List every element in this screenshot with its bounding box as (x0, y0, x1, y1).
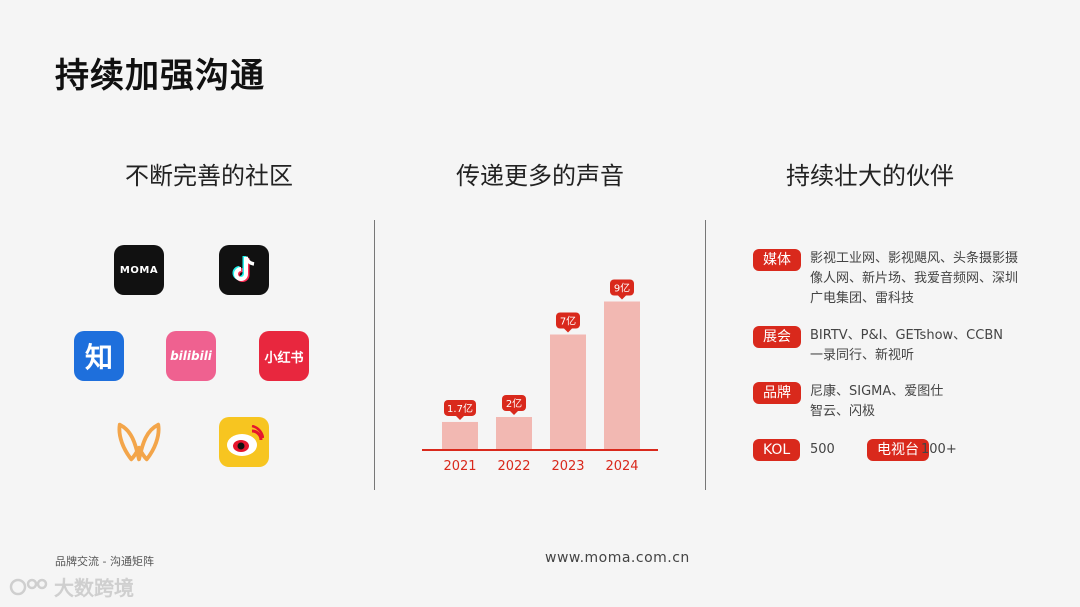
page-title: 持续加强沟通 (55, 56, 265, 96)
media-tag: 媒体 (753, 249, 801, 271)
footer-url: www.moma.com.cn (545, 550, 690, 566)
bilibili-app-icon: bilibili (166, 331, 216, 381)
partner-row-brand: 品牌 尼康、SIGMA、爱图仕智云、闪极 (753, 382, 1023, 426)
bar-2022 (496, 417, 532, 450)
chart-svg: 1.7亿 2021 2亿 2022 7亿 2023 9亿 2024 (422, 279, 658, 474)
brand-text: 尼康、SIGMA、爱图仕智云、闪极 (810, 384, 944, 419)
expo-text: BIRTV、P&I、GETshow、CCBN一录同行、新视听 (810, 328, 1003, 363)
x-tick-2021: 2021 (443, 459, 476, 474)
partners-title: 持续壮大的伙伴 (786, 162, 954, 190)
brand-tag: 品牌 (753, 382, 801, 404)
community-title: 不断完善的社区 (125, 162, 293, 190)
xiaohongshu-app-icon: 小红书 (259, 331, 309, 381)
wx-app-icon (114, 417, 164, 467)
watermark: 大数跨境 (8, 572, 134, 601)
watermark-text: 大数跨境 (54, 576, 134, 600)
tv-value: 100+ (921, 442, 957, 457)
watermark-logo-icon (9, 578, 48, 595)
douyin-app-icon (219, 245, 269, 295)
weibo-eye-icon (227, 425, 264, 456)
xiaohongshu-logo-text: 小红书 (264, 350, 304, 366)
partner-row-expo: 展会 BIRTV、P&I、GETshow、CCBN一录同行、新视听 (753, 326, 1023, 370)
bar-2023 (550, 334, 586, 450)
kol-value: 500 (810, 442, 835, 457)
moma-app-icon: MOMA (114, 245, 164, 295)
expo-tag: 展会 (753, 326, 801, 348)
data-label-2023: 7亿 (556, 312, 580, 333)
zhihu-logo-text: 知 (84, 341, 113, 374)
bilibili-logo-text: bilibili (170, 349, 212, 363)
svg-text:2亿: 2亿 (506, 397, 522, 410)
x-tick-2022: 2022 (497, 459, 530, 474)
footer-section-label: 品牌交流 - 沟通矩阵 (55, 555, 154, 568)
x-tick-2024: 2024 (605, 459, 638, 474)
partner-row-media: 媒体 影视工业网、影视飓风、头条摄影摄像人网、新片场、我爱音频网、深圳广电集团、… (753, 249, 1023, 313)
svg-text:9亿: 9亿 (614, 282, 630, 295)
divider-left (374, 220, 375, 490)
media-text: 影视工业网、影视飓风、头条摄影摄像人网、新片场、我爱音频网、深圳广电集团、雷科技 (810, 251, 1019, 306)
moma-logo-text: MOMA (119, 264, 159, 276)
douyin-note-icon (232, 256, 255, 282)
svg-text:7亿: 7亿 (560, 315, 576, 328)
bar-2024 (604, 301, 640, 450)
voice-bar-chart: 1.7亿 2021 2亿 2022 7亿 2023 9亿 2024 (420, 260, 660, 480)
zhihu-app-icon: 知 (74, 331, 124, 381)
butterfly-logo-icon (117, 422, 161, 462)
data-label-2024: 9亿 (610, 279, 634, 300)
bar-2021 (442, 421, 478, 450)
divider-right (705, 220, 706, 490)
x-tick-2023: 2023 (551, 459, 584, 474)
weibo-app-icon (219, 417, 269, 467)
data-label-2021: 1.7亿 (444, 399, 476, 420)
data-label-2022: 2亿 (502, 395, 526, 415)
svg-text:1.7亿: 1.7亿 (447, 402, 473, 415)
tv-tag: 电视台 (867, 439, 929, 461)
kol-tag: KOL (753, 439, 801, 461)
partner-row-kol: KOL 500 电视台 100+ (753, 439, 1023, 463)
voice-title: 传递更多的声音 (456, 162, 624, 190)
